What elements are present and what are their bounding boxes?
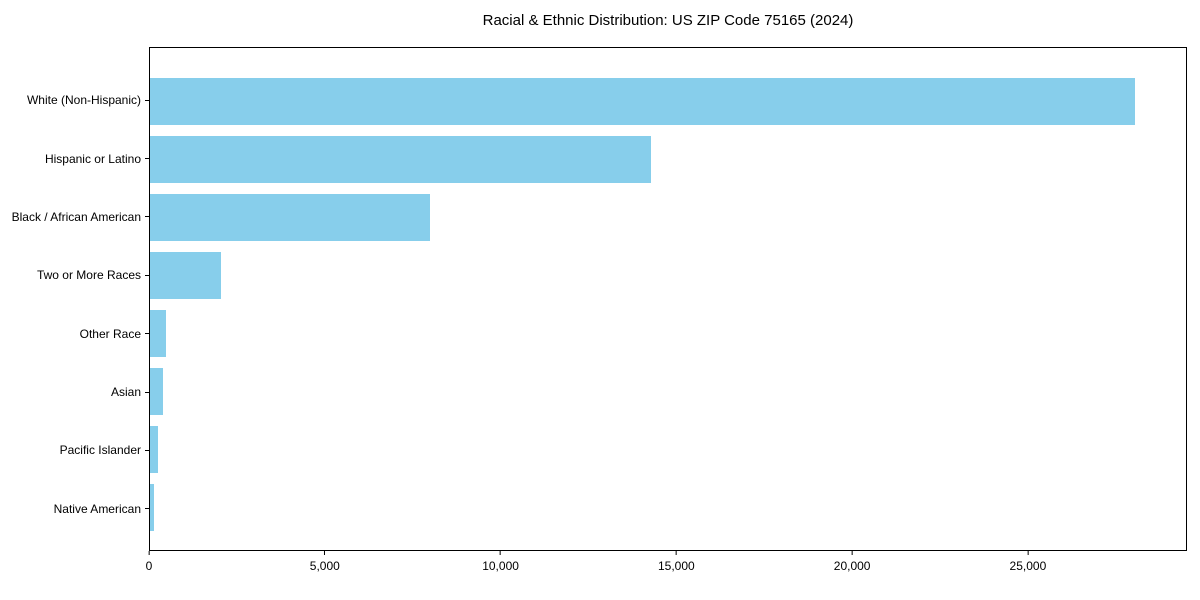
bar-row-two-or-more-races bbox=[150, 246, 1186, 304]
x-axis-ticks: 0 5,000 10,000 15,000 20,000 25,000 bbox=[145, 551, 1187, 587]
y-tick-mark bbox=[145, 99, 149, 101]
y-label-row-other-race: Other Race bbox=[0, 305, 149, 363]
y-tick-mark bbox=[145, 158, 149, 160]
x-tick-mark bbox=[324, 551, 326, 555]
y-label-row-white-non-hispanic: White (Non-Hispanic) bbox=[0, 71, 149, 129]
bar-row-other-race bbox=[150, 305, 1186, 363]
y-tick-mark bbox=[145, 449, 149, 451]
bar-asian bbox=[150, 368, 164, 416]
bar-row-hispanic-or-latino bbox=[150, 130, 1186, 188]
y-label-row-asian: Asian bbox=[0, 363, 149, 421]
x-tick-mark bbox=[500, 551, 502, 555]
y-tick-label: Asian bbox=[110, 385, 141, 400]
x-tick-5000: 5,000 bbox=[310, 551, 340, 573]
x-tick-10000: 10,000 bbox=[482, 551, 519, 573]
bar-other-race bbox=[150, 310, 166, 358]
x-tick-20000: 20,000 bbox=[833, 551, 871, 573]
x-tick-25000: 25,000 bbox=[1009, 551, 1047, 573]
chart-title: Racial & Ethnic Distribution: US ZIP Cod… bbox=[482, 12, 854, 29]
y-tick-label: Other Race bbox=[79, 326, 141, 341]
bar-native-american bbox=[150, 484, 155, 532]
bars-layer bbox=[150, 48, 1186, 550]
bar-row-black-african-american bbox=[150, 188, 1186, 246]
y-tick-mark bbox=[145, 216, 149, 218]
y-tick-label: Black / African American bbox=[11, 209, 141, 224]
y-axis-labels: White (Non-Hispanic) Hispanic or Latino Bl… bbox=[0, 47, 149, 551]
x-tick-label: 10,000 bbox=[482, 559, 519, 573]
y-tick-label: Pacific Islander bbox=[59, 443, 141, 458]
y-tick-mark bbox=[145, 508, 149, 510]
x-tick-15000: 15,000 bbox=[658, 551, 695, 573]
x-tick-label: 20,000 bbox=[833, 559, 871, 573]
y-tick-mark bbox=[145, 391, 149, 393]
y-label-row-hispanic-or-latino: Hispanic or Latino bbox=[0, 129, 149, 187]
bar-pacific-islander bbox=[150, 426, 159, 474]
bar-white-non-hispanic bbox=[150, 77, 1135, 125]
y-label-row-native-american: Native American bbox=[0, 480, 149, 538]
bar-two-or-more-races bbox=[150, 251, 221, 299]
x-tick-mark bbox=[851, 551, 853, 555]
x-tick-mark bbox=[675, 551, 677, 555]
bar-row-white-non-hispanic bbox=[150, 72, 1186, 130]
y-tick-label: White (Non-Hispanic) bbox=[26, 93, 141, 108]
plot-area bbox=[149, 47, 1187, 551]
bar-black-african-american bbox=[150, 193, 431, 241]
y-tick-label: Native American bbox=[53, 501, 141, 516]
y-tick-mark bbox=[145, 274, 149, 276]
y-label-row-pacific-islander: Pacific Islander bbox=[0, 421, 149, 479]
x-tick-mark bbox=[148, 551, 150, 555]
y-label-row-black-african-american: Black / African American bbox=[0, 188, 149, 246]
x-tick-0: 0 bbox=[145, 551, 153, 573]
y-tick-label: Hispanic or Latino bbox=[44, 151, 141, 166]
y-tick-label: Two or More Races bbox=[36, 268, 141, 283]
bar-hispanic-or-latino bbox=[150, 135, 652, 183]
y-label-row-two-or-more-races: Two or More Races bbox=[0, 246, 149, 304]
x-tick-label: 5,000 bbox=[309, 559, 340, 573]
x-tick-label: 15,000 bbox=[657, 559, 695, 573]
bar-row-native-american bbox=[150, 479, 1186, 537]
x-tick-mark bbox=[1027, 551, 1029, 555]
y-tick-mark bbox=[145, 333, 149, 335]
bar-row-pacific-islander bbox=[150, 421, 1186, 479]
x-tick-label: 0 bbox=[145, 559, 153, 573]
x-tick-label: 25,000 bbox=[1009, 559, 1047, 573]
bar-row-asian bbox=[150, 363, 1186, 421]
